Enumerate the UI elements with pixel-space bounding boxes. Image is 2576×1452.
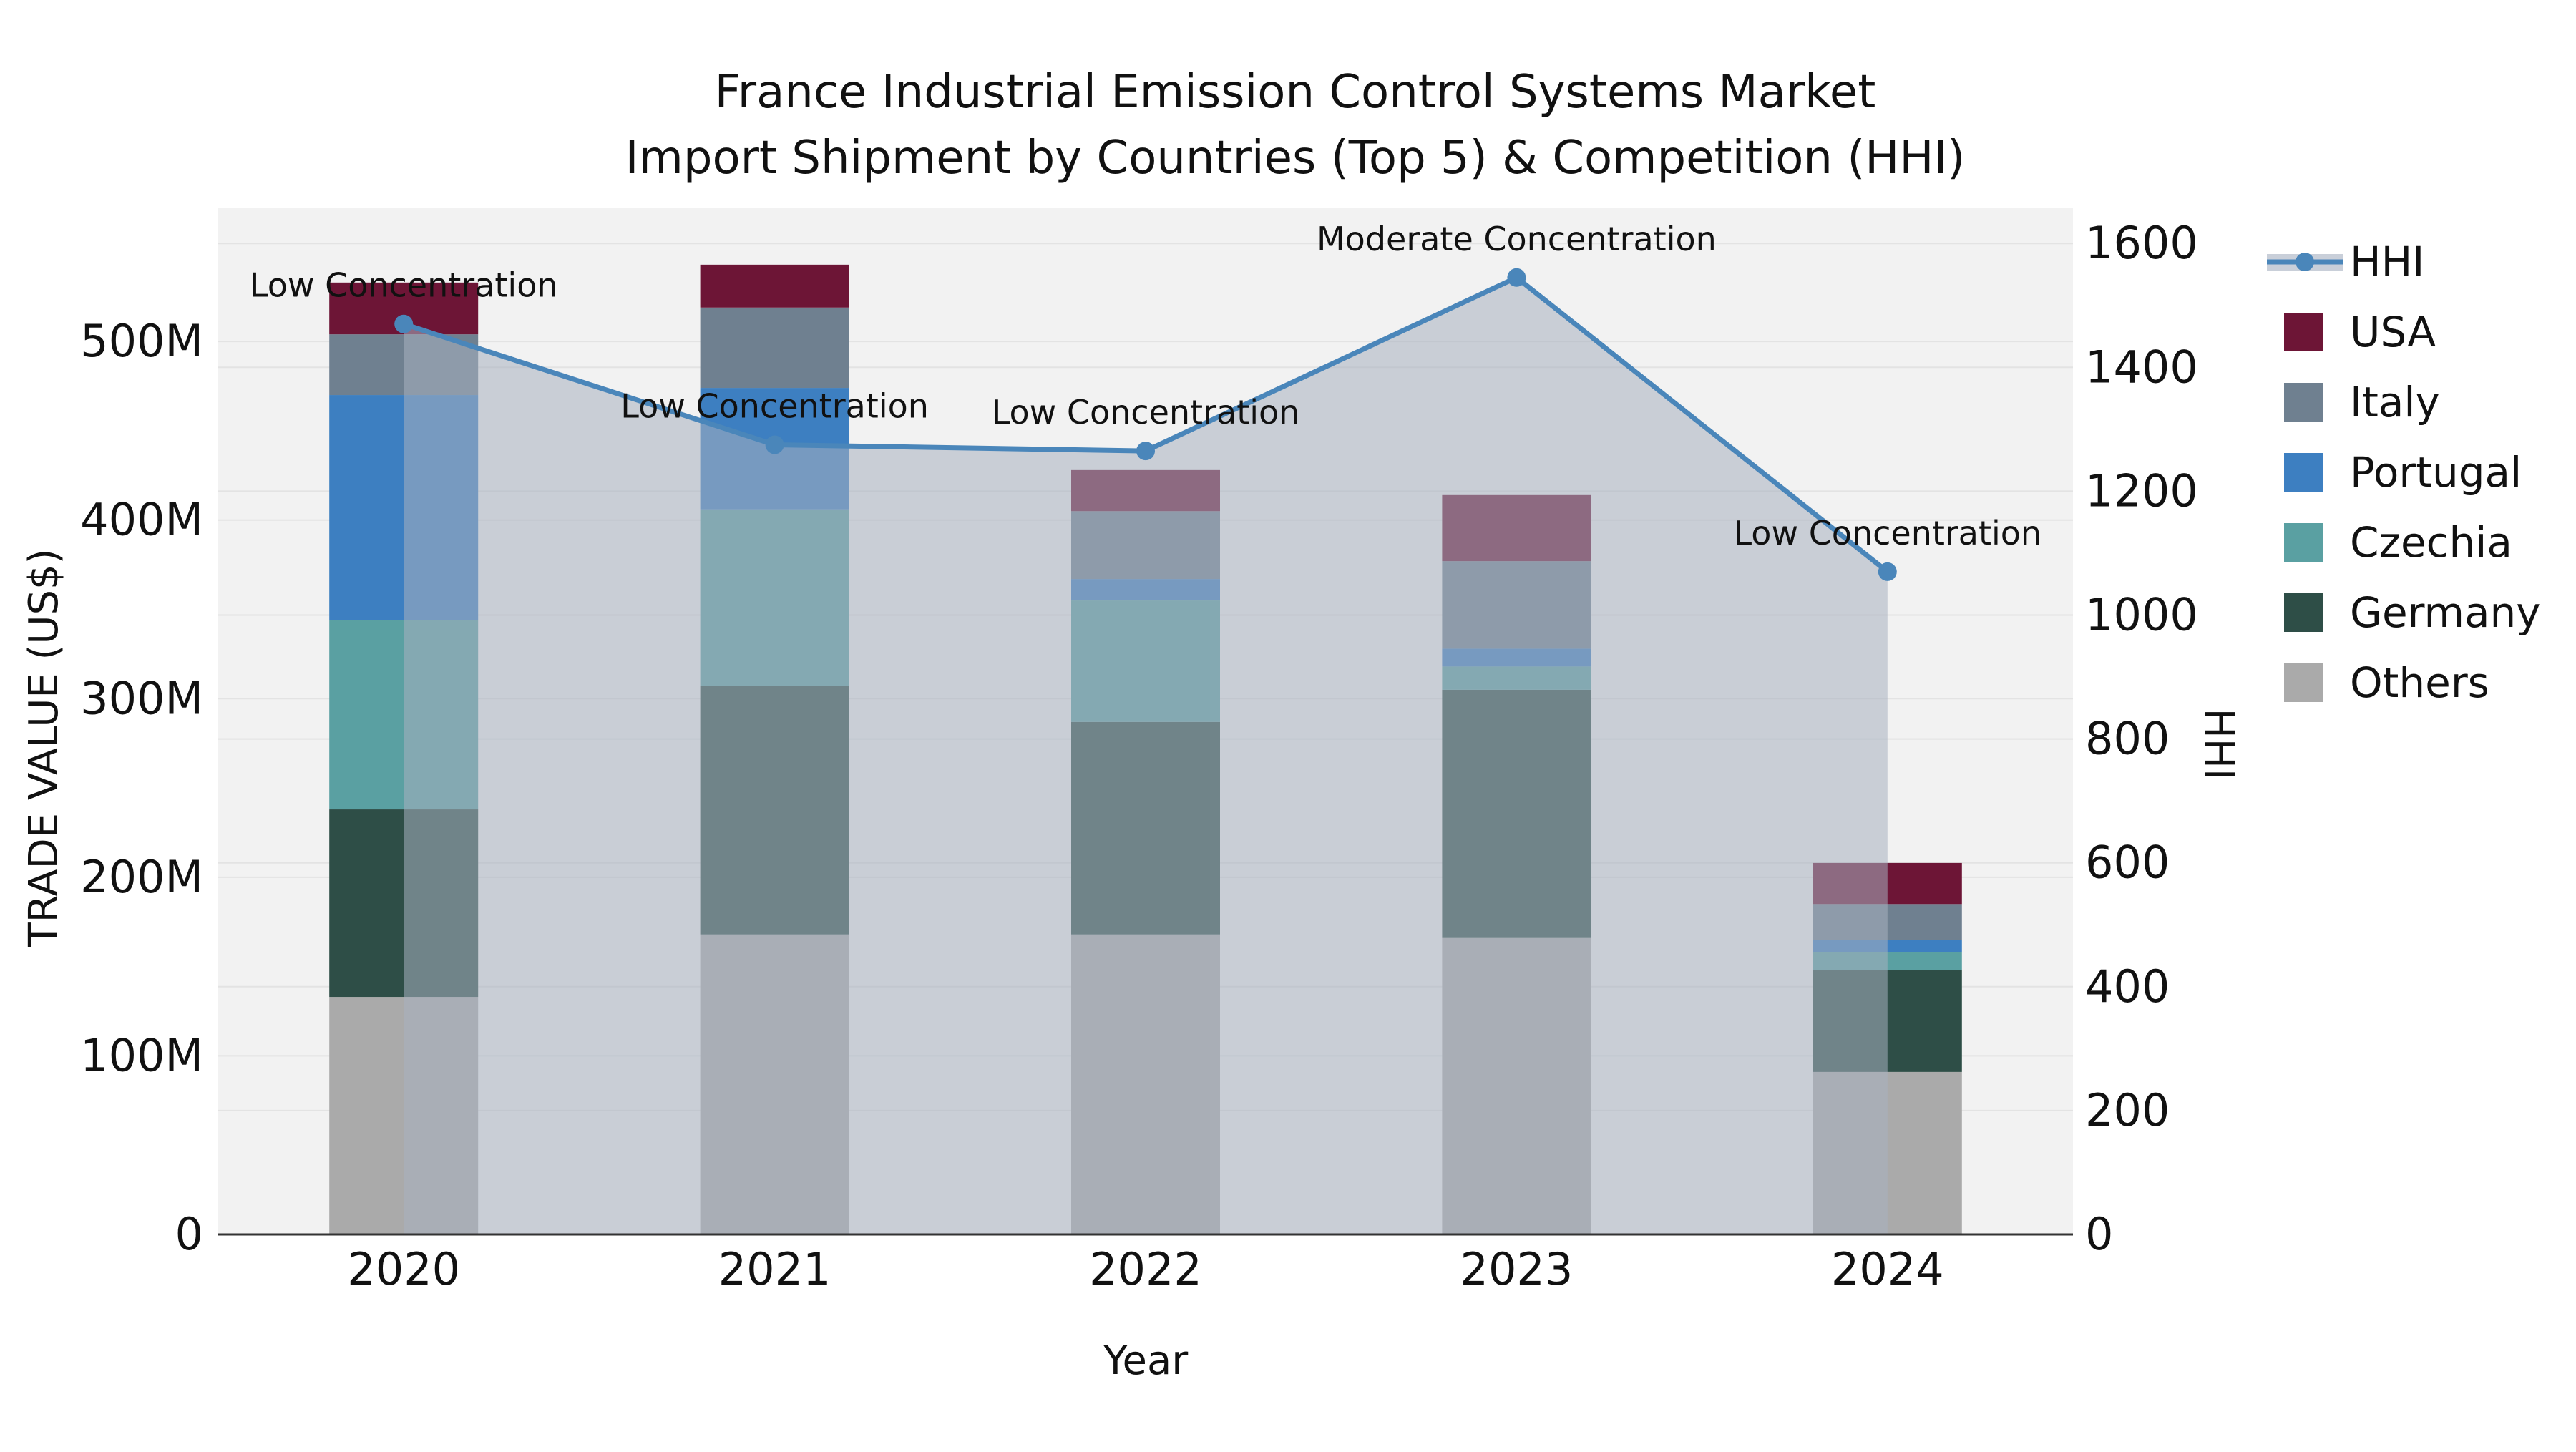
right-axis-ticks: 0 200 400 600 800 1000 1200 1400 1600 [2085,217,2198,1260]
legend-item-others: Others [2284,658,2489,707]
legend-item-portugal: Portugal [2284,448,2522,497]
hhi-marker-2020 [394,314,414,333]
left-axis-ticks: 0 100M 200M 300M 400M 500M [80,315,203,1260]
x-axis-label: Year [1103,1338,1189,1384]
right-tick-400: 400 [2085,960,2170,1013]
legend-label-czechia: Czechia [2350,518,2512,567]
chart-title-line1: France Industrial Emission Control Syste… [715,66,1876,119]
y-axis-label-left: TRADE VALUE (US$) [21,549,67,948]
legend-swatch-italy [2284,383,2323,422]
legend-label-germany: Germany [2350,588,2541,637]
legend-item-hhi: HHI [2267,238,2424,286]
legend-swatch-others [2284,663,2323,702]
annotation-2020: Low Concentration [250,266,558,305]
hhi-marker-2021 [765,435,784,454]
hhi-marker-2024 [1878,562,1897,581]
bar-segment-usa-2021 [700,264,849,308]
legend-label-hhi: HHI [2350,238,2424,286]
left-tick-400M: 400M [80,494,203,546]
legend-label-portugal: Portugal [2350,448,2522,497]
right-tick-1600: 1600 [2085,217,2198,269]
legend-label-italy: Italy [2350,378,2440,427]
legend-item-germany: Germany [2284,588,2541,637]
hhi-area-fill [404,277,1888,1235]
x-tick-2024: 2024 [1831,1243,1944,1295]
legend-item-usa: USA [2284,308,2436,356]
x-axis-ticks: 2020 2021 2022 2023 2024 [347,1243,1943,1295]
right-tick-0: 0 [2085,1208,2113,1260]
right-tick-1400: 1400 [2085,341,2198,393]
x-tick-2020: 2020 [347,1243,460,1295]
hhi-annotations: Low Concentration Low Concentration Low Co… [250,220,2041,552]
x-tick-2023: 2023 [1460,1243,1574,1295]
right-tick-200: 200 [2085,1084,2170,1136]
legend-hhi-marker [2296,253,2314,271]
legend: HHI USA Italy Portugal Czechia Germany Others [2267,238,2541,707]
hhi-marker-2022 [1136,442,1155,461]
hhi-markers [394,268,1897,581]
chart-title-line2: Import Shipment by Countries (Top 5) & C… [625,132,1966,185]
annotation-2023: Moderate Concentration [1317,220,1717,258]
left-tick-500M: 500M [80,315,203,367]
legend-item-czechia: Czechia [2284,518,2512,567]
annotation-2021: Low Concentration [620,386,929,425]
legend-item-italy: Italy [2284,378,2440,427]
legend-label-others: Others [2350,658,2489,707]
legend-swatch-germany [2284,593,2323,632]
left-tick-0: 0 [175,1208,203,1260]
x-tick-2021: 2021 [718,1243,831,1295]
legend-swatch-czechia [2284,523,2323,562]
legend-swatch-portugal [2284,453,2323,492]
bar-segment-italy-2021 [700,307,849,389]
right-tick-1200: 1200 [2085,464,2198,517]
legend-label-usa: USA [2350,308,2436,356]
right-tick-600: 600 [2085,837,2170,889]
hhi-marker-2023 [1507,268,1526,287]
right-tick-1000: 1000 [2085,588,2198,640]
left-tick-100M: 100M [80,1029,203,1081]
right-tick-800: 800 [2085,713,2170,765]
x-tick-2022: 2022 [1089,1243,1202,1295]
annotation-2022: Low Concentration [992,393,1300,432]
legend-swatch-usa [2284,313,2323,351]
left-tick-300M: 300M [80,672,203,724]
left-tick-200M: 200M [80,851,203,903]
y-axis-label-right: HHI [2195,708,2242,781]
annotation-2024: Low Concentration [1733,514,2041,552]
